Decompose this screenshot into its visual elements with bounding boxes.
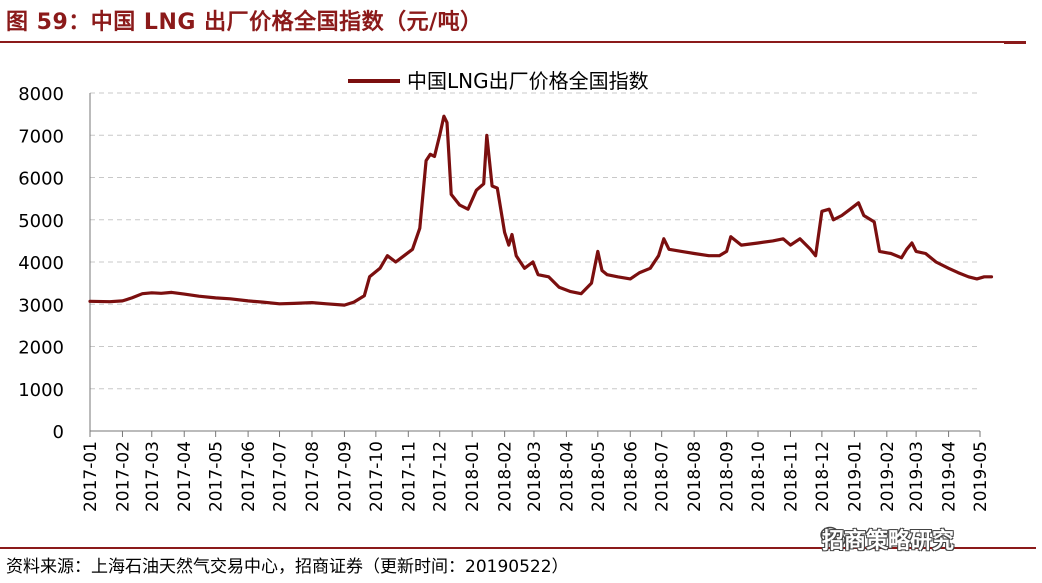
x-tick-label: 2017-04: [175, 441, 195, 512]
x-tick-label: 2017-12: [431, 441, 451, 512]
x-tick-label: 2018-04: [557, 441, 577, 512]
x-tick-label: 2019-02: [878, 441, 898, 512]
x-tick-label: 2017-08: [303, 441, 323, 512]
y-tick-label: 7000: [18, 126, 64, 147]
y-tick-label: 1000: [18, 380, 64, 401]
title-divider: [0, 41, 1026, 43]
x-tick-label: 2019-04: [940, 441, 960, 512]
x-tick-label: 2017-09: [335, 441, 355, 512]
y-tick-label: 2000: [18, 338, 64, 359]
y-tick-label: 4000: [18, 253, 64, 274]
y-tick-label: 0: [53, 422, 64, 443]
legend: 中国LNG出厂价格全国指数: [348, 69, 649, 93]
x-tick-label: 2018-03: [525, 441, 545, 512]
x-tick-labels: 2017-01 2017-02 2017-03 2017-04 2017-05 2017-…: [81, 441, 991, 512]
x-tick-label: 2017-11: [399, 441, 419, 512]
y-tick-label: 6000: [18, 169, 64, 190]
footer-divider: [0, 547, 1036, 549]
y-tick-label: 3000: [18, 295, 64, 316]
figure-title: 图 59：中国 LNG 出厂价格全国指数（元/吨）: [6, 10, 483, 35]
series-line: [88, 114, 994, 307]
y-tick-labels: 0 1000 2000 3000 4000 5000 6000 7000 8000: [18, 84, 64, 443]
x-tick-label: 2017-01: [81, 441, 101, 512]
x-tick-label: 2019-05: [971, 441, 991, 512]
wechat-icon: [820, 526, 846, 548]
x-tick-label: 2017-02: [113, 441, 133, 512]
x-tick-label: 2017-06: [239, 441, 259, 512]
title-divider-accent: [1004, 41, 1026, 44]
lng-price-line-chart: 0 1000 2000 3000 4000 5000 6000 7000 8000 2017-0…: [18, 69, 994, 512]
x-tick-label: 2018-12: [813, 441, 833, 512]
x-tick-label: 2018-05: [589, 441, 609, 512]
x-tick-label: 2018-01: [463, 441, 483, 512]
x-tick-label: 2019-03: [907, 441, 927, 512]
x-tick-label: 2018-02: [496, 441, 516, 512]
x-tick-label: 2018-07: [653, 441, 673, 512]
axes: [89, 93, 981, 437]
x-tick-label: 2019-01: [845, 441, 865, 512]
x-tick-label: 2017-10: [367, 441, 387, 512]
x-tick-label: 2018-10: [749, 441, 769, 512]
y-tick-label: 5000: [18, 211, 64, 232]
x-tick-label: 2017-05: [207, 441, 227, 512]
x-tick-label: 2018-06: [621, 441, 641, 512]
watermark: 招商策略研究: [822, 529, 955, 554]
x-tick-label: 2018-11: [781, 441, 801, 512]
x-tick-label: 2017-03: [143, 441, 163, 512]
gridlines: [90, 92, 980, 390]
legend-label: 中国LNG出厂价格全国指数: [407, 69, 649, 93]
y-tick-label: 8000: [18, 84, 64, 105]
source-note: 资料来源：上海石油天然气交易中心，招商证券（更新时间：20190522）: [6, 557, 569, 577]
series-lines: [88, 114, 994, 307]
x-tick-label: 2018-09: [718, 441, 738, 512]
x-tick-label: 2017-07: [271, 441, 291, 512]
x-tick-label: 2018-08: [685, 441, 705, 512]
